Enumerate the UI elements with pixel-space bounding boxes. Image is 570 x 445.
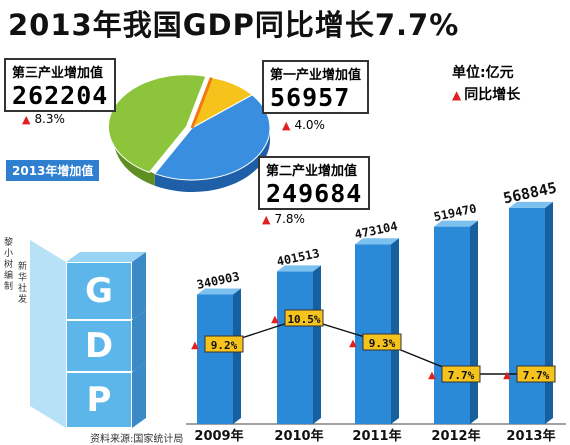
cube-left xyxy=(30,240,66,428)
bar-top xyxy=(197,288,241,295)
bar-top xyxy=(434,220,478,227)
callout-value: 262204 xyxy=(12,81,109,110)
growth-primary: ▲ 4.0% xyxy=(282,118,325,132)
bar xyxy=(197,294,233,424)
cube-letter-d: D xyxy=(84,326,114,366)
bar xyxy=(434,226,470,424)
callout-label: 第三产业增加值 xyxy=(12,66,104,81)
growth-label: 9.2% xyxy=(211,339,238,352)
cube-front xyxy=(65,371,133,429)
cube-side xyxy=(132,310,146,372)
bar-top xyxy=(509,201,553,208)
bar-top xyxy=(355,238,399,245)
callout-tertiary: 第三产业增加值 262204 xyxy=(4,58,117,112)
bar-side xyxy=(391,238,399,424)
growth-line: 9.2% ▲ 10.5% ▲ 9.3% ▲ 7.7% ▲ 7.7% ▲ xyxy=(191,309,556,383)
callout-label: 第一产业增加值 xyxy=(270,68,362,83)
bar xyxy=(509,207,545,424)
page-title: 2013年我国GDP同比增长7.7% xyxy=(8,8,460,42)
credit-agency: 新华社发 xyxy=(18,262,28,305)
x-tick-label: 2013年 xyxy=(506,428,555,444)
source-note: 资料来源:国家统计局 xyxy=(90,434,184,445)
triangle-up-icon: ▲ xyxy=(22,113,31,126)
bar-chart: 3409032009年4015132010年4731042011年5194702… xyxy=(186,179,566,444)
growth-point xyxy=(516,365,556,383)
growth-secondary: ▲ 7.8% xyxy=(262,212,305,226)
x-tick-label: 2011年 xyxy=(352,428,401,444)
cube-top xyxy=(66,252,146,262)
growth-point xyxy=(441,365,481,383)
growth-tertiary: ▲ 8.3% xyxy=(22,112,65,126)
growth-label: 7.7% xyxy=(448,369,475,382)
pie-badge: 2013年增加值 xyxy=(6,160,100,181)
pie-slice-side xyxy=(154,128,270,193)
cube-side xyxy=(132,252,146,320)
triangle-up-icon: ▲ xyxy=(349,338,357,349)
gdp-cube xyxy=(30,240,146,429)
cube-letter-g: G xyxy=(85,271,113,311)
pie-chart xyxy=(107,74,271,193)
triangle-up-icon: ▲ xyxy=(282,119,291,132)
bar-top xyxy=(277,265,321,272)
pie-separator xyxy=(190,77,213,129)
cube-letter-p: P xyxy=(86,380,112,420)
pie-slice-side xyxy=(114,128,155,186)
callout-primary: 第一产业增加值 56957 xyxy=(262,60,370,114)
triangle-up-icon: ▲ xyxy=(262,213,271,226)
legend-growth: ▲ 同比增长 xyxy=(452,87,521,103)
x-tick-label: 2009年 xyxy=(194,428,243,444)
triangle-up-icon: ▲ xyxy=(503,370,511,381)
growth-label: 10.5% xyxy=(287,313,320,326)
bar-side xyxy=(313,265,321,424)
triangle-up-icon: ▲ xyxy=(271,314,279,325)
growth-point xyxy=(284,309,324,327)
callout-value: 56957 xyxy=(270,83,351,112)
triangle-up-icon: ▲ xyxy=(428,370,436,381)
growth-point xyxy=(362,333,402,351)
credit-author: 黎小树编制 xyxy=(4,238,14,292)
triangle-up-icon: ▲ xyxy=(191,340,199,351)
legend-unit: 单位:亿元 xyxy=(452,65,514,81)
bar-side xyxy=(470,220,478,424)
triangle-up-icon: ▲ xyxy=(452,88,462,102)
growth-label: 7.7% xyxy=(523,369,550,382)
bar xyxy=(277,271,313,424)
callout-label: 第二产业增加值 xyxy=(266,164,358,179)
bar-side xyxy=(233,288,241,424)
bar-side xyxy=(545,201,553,424)
callout-secondary: 第二产业增加值 249684 xyxy=(258,156,371,210)
growth-label: 9.3% xyxy=(369,337,396,350)
callout-value: 249684 xyxy=(266,179,363,208)
x-tick-label: 2012年 xyxy=(431,428,480,444)
growth-point xyxy=(204,335,244,353)
cube-side xyxy=(132,362,146,428)
x-tick-label: 2010年 xyxy=(274,428,323,444)
legend: 单位:亿元 ▲ 同比增长 xyxy=(452,62,520,106)
